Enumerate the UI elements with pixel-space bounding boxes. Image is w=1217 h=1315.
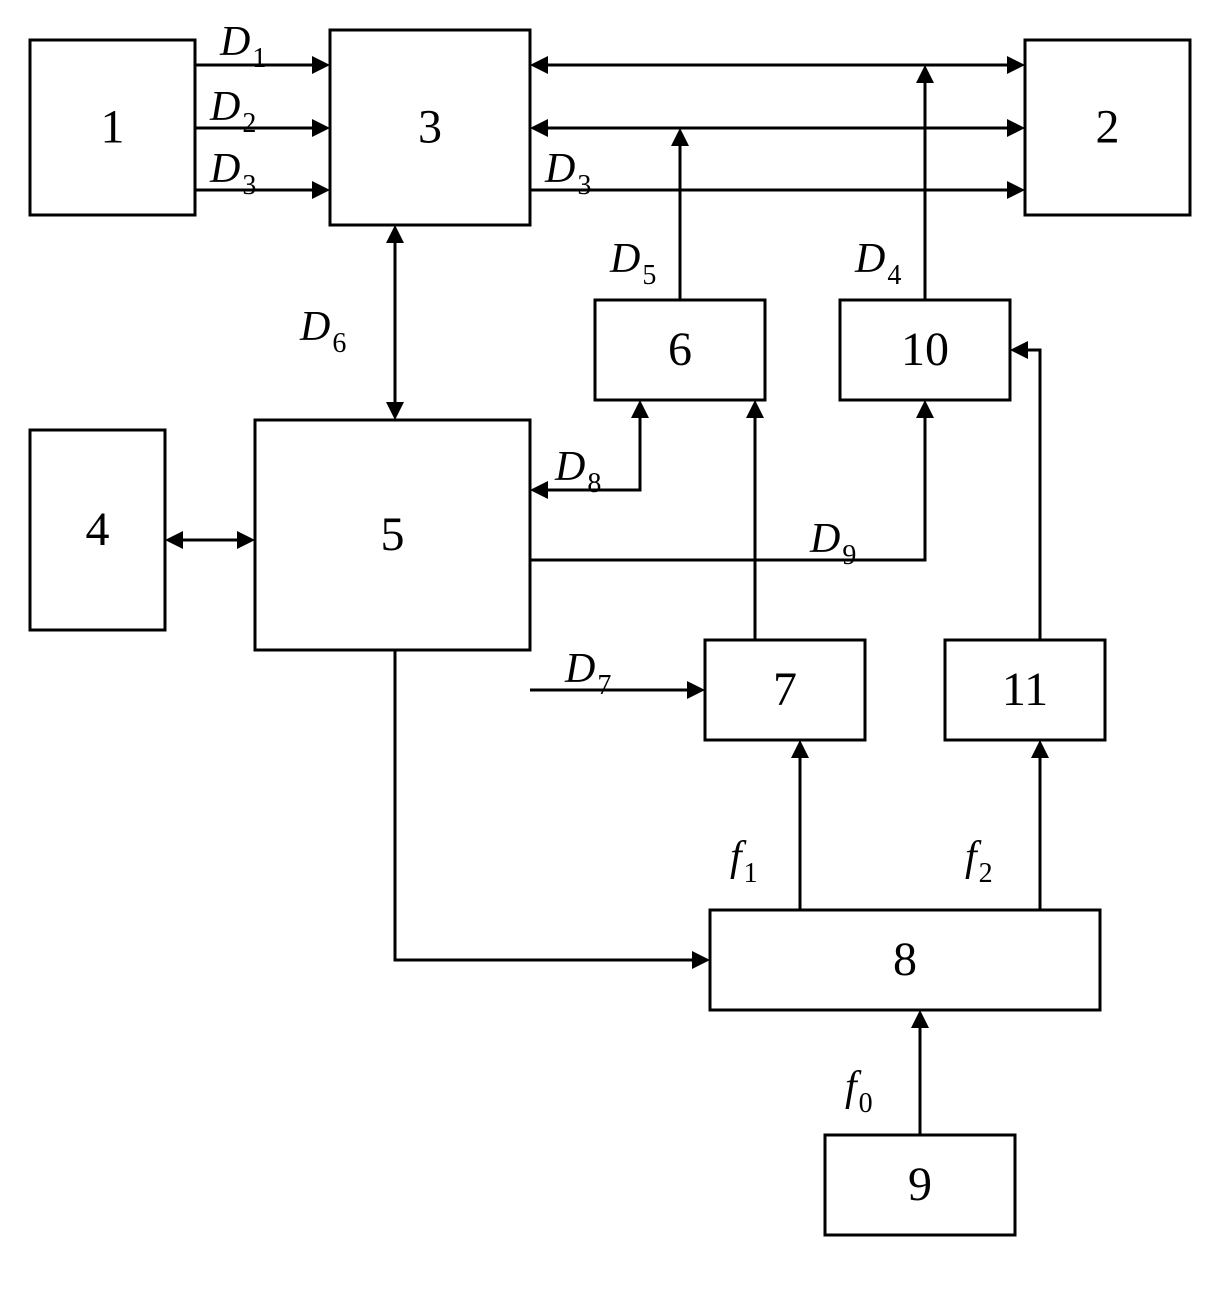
node-n5: 5	[255, 420, 530, 650]
node-n3-label: 3	[418, 101, 442, 154]
edge-label: f0	[845, 1064, 873, 1119]
node-n1-label: 1	[101, 101, 125, 154]
node-n8-label: 8	[893, 933, 917, 986]
edge-label: f1	[730, 834, 758, 889]
edge-label: D4	[854, 236, 901, 291]
edge-label: f2	[965, 834, 993, 889]
node-n2-label: 2	[1096, 101, 1120, 154]
node-n9-label: 9	[908, 1158, 932, 1211]
edge-label: D7	[564, 646, 611, 701]
node-n1: 1	[30, 40, 195, 215]
node-n11: 11	[945, 640, 1105, 740]
node-n4: 4	[30, 430, 165, 630]
node-n2: 2	[1025, 40, 1190, 215]
node-n4-label: 4	[86, 503, 110, 556]
node-n8: 8	[710, 910, 1100, 1010]
node-n5-label: 5	[381, 508, 405, 561]
node-n7: 7	[705, 640, 865, 740]
node-n6: 6	[595, 300, 765, 400]
edge-label: D2	[209, 84, 256, 139]
block-diagram: 1234567891011D1D2D3D3D6D5D4D8D9D7f1f2f0	[0, 0, 1217, 1315]
edge-label: D9	[809, 516, 856, 571]
node-n7-label: 7	[773, 663, 797, 716]
edge-label: D5	[609, 236, 656, 291]
node-n9: 9	[825, 1135, 1015, 1235]
node-n10: 10	[840, 300, 1010, 400]
node-n6-label: 6	[668, 323, 692, 376]
node-n10-label: 10	[901, 323, 949, 376]
edge-label: D3	[544, 146, 591, 201]
node-n3: 3	[330, 30, 530, 225]
edge-label: D3	[209, 146, 256, 201]
edge-label: D6	[299, 304, 346, 359]
node-n11-label: 11	[1002, 663, 1048, 716]
